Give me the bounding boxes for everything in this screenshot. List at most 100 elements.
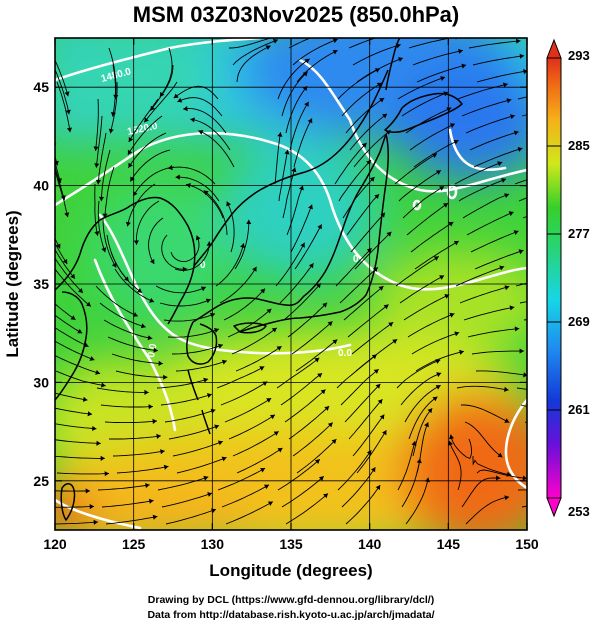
streamline-arrow <box>87 411 93 417</box>
y-tick-label: 35 <box>33 276 49 292</box>
streamline-arrow <box>300 242 305 248</box>
streamline <box>150 64 174 111</box>
streamline-arrow <box>518 249 524 255</box>
streamline <box>403 294 450 321</box>
streamline <box>521 505 527 508</box>
streamline <box>167 328 220 338</box>
streamline <box>236 447 283 474</box>
streamline-arrow <box>383 304 389 310</box>
streamline <box>100 404 153 408</box>
streamline-arrow <box>394 30 399 35</box>
streamline <box>55 168 69 218</box>
streamline-arrow <box>128 137 134 142</box>
x-tick-label: 135 <box>279 536 303 552</box>
colorbar: 293 285 277 269 261 253 <box>546 38 590 519</box>
streamline <box>346 193 380 236</box>
streamline-arrow <box>266 398 272 403</box>
streamline-arrow <box>270 414 275 420</box>
streamline <box>232 39 279 66</box>
streamline <box>172 440 223 457</box>
y-tick-label: 30 <box>33 374 49 390</box>
streamline-arrow <box>564 184 569 189</box>
streamline <box>462 193 510 219</box>
streamline <box>175 360 227 372</box>
china-coast <box>55 291 88 401</box>
streamline-arrow <box>158 360 163 366</box>
streamline-arrow <box>375 485 381 490</box>
streamline <box>416 64 467 83</box>
colorbar-ticks: 293 285 277 269 261 253 <box>547 48 590 519</box>
streamline-arrow <box>259 366 265 371</box>
streamline-arrow <box>439 275 445 280</box>
streamline <box>165 508 217 525</box>
streamline <box>168 425 220 440</box>
streamline-arrow <box>435 385 441 390</box>
streamline-arrow <box>273 38 278 44</box>
streamline <box>55 165 65 201</box>
streamline <box>55 268 92 307</box>
streamline <box>221 484 270 508</box>
streamline <box>276 357 320 389</box>
streamline-arrow <box>449 123 455 128</box>
streamline <box>55 407 93 415</box>
streamline-arrow <box>320 389 326 395</box>
streamline <box>168 166 216 185</box>
streamline <box>537 76 589 83</box>
streamline-arrow <box>454 331 460 337</box>
streamline-arrow <box>331 439 337 444</box>
streamline-arrow <box>373 369 379 374</box>
streamline-arrow <box>377 399 383 405</box>
streamline-arrow <box>240 243 246 249</box>
streamline-arrow <box>374 68 380 73</box>
streamline <box>396 359 441 389</box>
streamline <box>161 492 213 508</box>
streamline <box>282 167 296 219</box>
colorbar-tick-label: 293 <box>568 48 590 63</box>
streamline-arrow <box>504 193 510 198</box>
streamline <box>345 97 385 134</box>
streamline <box>296 438 337 474</box>
streamline <box>55 303 76 321</box>
streamline <box>283 283 322 321</box>
streamline-arrow <box>513 230 519 235</box>
streamline-arrow <box>499 265 505 271</box>
streamline-arrow <box>440 76 446 81</box>
streamline-arrow <box>432 153 438 158</box>
streamline-arrow <box>304 58 310 64</box>
streamline-arrow <box>523 372 527 378</box>
streamline-arrow <box>85 488 90 494</box>
streamline <box>293 118 313 168</box>
streamline-arrow <box>382 430 387 436</box>
streamline <box>337 449 372 491</box>
streamline <box>285 85 308 134</box>
streamline <box>345 484 381 525</box>
streamline-arrow <box>226 201 231 207</box>
streamline <box>408 396 438 440</box>
streamline-arrow <box>385 130 391 135</box>
streamline-arrow <box>562 273 567 278</box>
streamline <box>465 115 516 134</box>
streamline-arrow <box>416 458 422 464</box>
x-tick-label: 120 <box>43 536 67 552</box>
streamline-arrow <box>200 286 206 292</box>
streamline-arrow <box>459 349 464 355</box>
streamline <box>177 97 223 117</box>
streamline <box>468 40 521 49</box>
x-axis-ticks: 120 125 130 135 140 145 150 <box>43 38 539 552</box>
streamline-arrow <box>217 440 223 446</box>
streamline <box>101 500 154 508</box>
colorbar-tick-label: 253 <box>568 504 590 519</box>
streamline-arrow <box>221 359 227 365</box>
x-tick-label: 130 <box>201 536 225 552</box>
streamline <box>95 285 138 317</box>
streamline <box>349 113 388 151</box>
streamline-arrow <box>327 422 333 428</box>
streamline <box>55 505 95 508</box>
streamline-arrow <box>100 455 105 461</box>
streamline-arrow <box>266 308 272 314</box>
streamline-arrow <box>82 396 88 402</box>
streamline-arrow <box>453 241 459 246</box>
streamline <box>412 50 463 66</box>
streamline-arrow <box>424 422 429 428</box>
streamline <box>463 306 515 321</box>
